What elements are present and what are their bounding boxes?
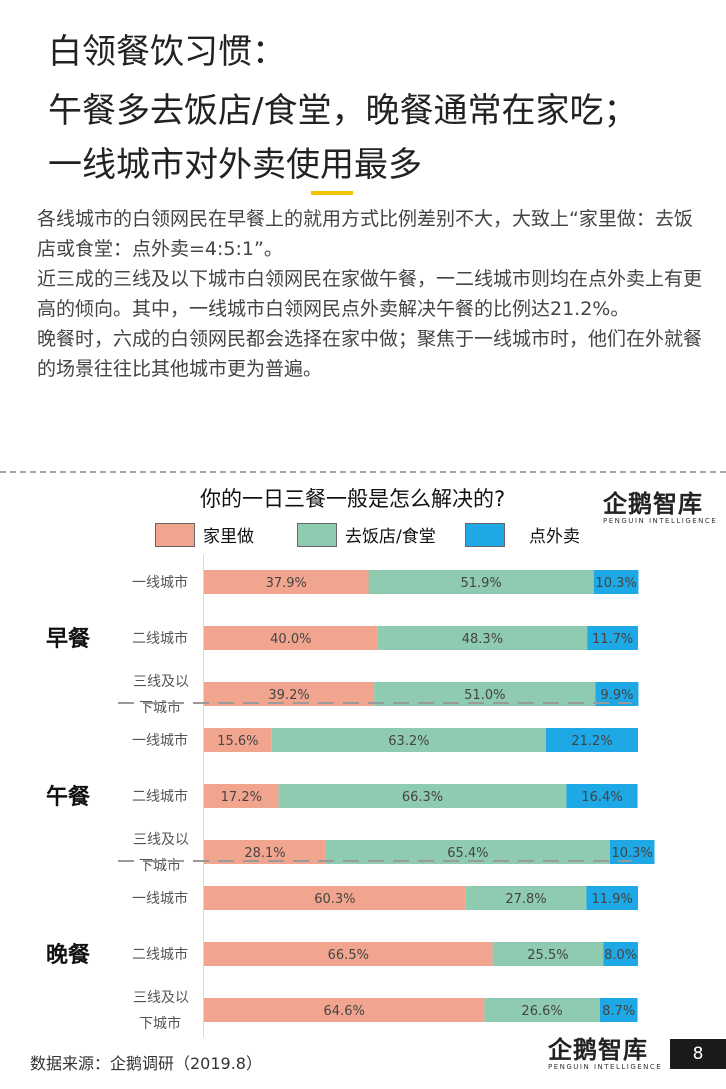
logo-subtext: PENGUIN INTELLIGENCE	[603, 517, 718, 525]
data-label: 11.9%	[592, 892, 633, 907]
row-label: 一线城市	[132, 574, 188, 591]
data-label: 63.2%	[388, 734, 429, 749]
bar-segment-restaurant	[368, 570, 594, 594]
data-label: 66.5%	[328, 948, 369, 963]
data-label: 27.8%	[505, 892, 546, 907]
data-label: 64.6%	[324, 1004, 365, 1019]
meal-group-label: 午餐	[46, 784, 91, 810]
data-label: 11.7%	[592, 632, 633, 647]
data-label: 65.4%	[447, 846, 488, 861]
legend-swatch-home	[155, 522, 195, 547]
row-label: 二线城市	[132, 946, 188, 963]
bar-segment-restaurant	[278, 784, 567, 808]
bar-segment-home	[204, 728, 272, 752]
page-title-line-1: 白领餐饮习惯：	[48, 32, 286, 72]
bar-segment-delivery	[587, 626, 638, 650]
row-label: 二线城市	[132, 630, 188, 647]
bar-segment-home	[204, 784, 279, 808]
chart-title: 你的一日三餐一般是怎么解决的?	[200, 487, 506, 511]
section-divider	[0, 471, 726, 473]
data-label: 16.4%	[581, 790, 622, 805]
summary-paragraph-3: 晚餐时，六成的白领网民都会选择在家中做；聚焦于一线城市时，他们在外就餐的场景往往…	[37, 328, 703, 380]
row-label: 一线城市	[132, 732, 188, 749]
data-label: 37.9%	[266, 576, 307, 591]
chart-legend: 家里做 去饭店/食堂 点外卖	[0, 522, 726, 552]
legend-label-delivery: 点外卖	[529, 527, 580, 547]
logo-text: 企鹅智库	[603, 489, 703, 518]
data-label: 25.5%	[527, 948, 568, 963]
bar-segment-delivery	[566, 784, 638, 808]
summary-text: 各线城市的白领网民在早餐上的就用方式比例差别不大，大致上“家里做：去饭店或食堂：…	[37, 204, 707, 384]
bar-segment-restaurant	[465, 886, 587, 910]
data-label: 10.3%	[611, 846, 652, 861]
stacked-bar-chart: 一线城市 37.9% 51.9% 10.3% 二线城市 40.0% 48.3% 11.7% 三线…	[46, 555, 655, 1037]
data-label: 51.9%	[460, 576, 501, 591]
data-label: 9.9%	[600, 688, 633, 703]
penguin-intelligence-logo: 企鹅智库 PENGUIN INTELLIGENCE	[603, 484, 717, 525]
legend-item-home: 家里做	[155, 522, 254, 547]
data-label: 48.3%	[462, 632, 503, 647]
meal-group-label: 早餐	[46, 627, 91, 652]
page-title-line-3: 一线城市对外卖使用最多	[48, 145, 422, 185]
page-number: 8	[670, 1039, 726, 1069]
row-label: 下城市	[139, 1015, 181, 1032]
data-label: 51.0%	[464, 688, 505, 703]
data-source: 数据来源：企鹅调研（2019.8）	[30, 1054, 262, 1073]
data-label: 28.1%	[244, 846, 285, 861]
title-highlight-underline	[311, 191, 353, 195]
data-label: 40.0%	[270, 632, 311, 647]
bar-segment-delivery	[586, 886, 638, 910]
data-label: 21.2%	[571, 734, 612, 749]
page-title-line-2: 午餐多去饭店/食堂，晚餐通常在家吃；	[48, 91, 638, 131]
bar-segment-home	[204, 942, 493, 966]
bar-segment-home	[204, 998, 485, 1022]
data-label: 15.6%	[217, 734, 258, 749]
bar-segment-home	[204, 886, 466, 910]
bar-segment-restaurant	[377, 626, 588, 650]
data-label: 8.0%	[604, 948, 637, 963]
row-label: 三线及以	[133, 990, 189, 1006]
row-label: 一线城市	[132, 890, 188, 907]
data-label: 17.2%	[221, 790, 262, 805]
legend-swatch-restaurant	[297, 522, 337, 547]
row-label: 下城市	[139, 699, 181, 716]
bar-segment-delivery	[609, 840, 655, 864]
summary-paragraph-1: 各线城市的白领网民在早餐上的就用方式比例差别不大，大致上“家里做：去饭店或食堂：…	[37, 208, 693, 260]
bar-segment-home	[204, 570, 369, 594]
legend-label-home: 家里做	[203, 527, 254, 547]
legend-item-delivery: 点外卖	[465, 522, 580, 547]
bar-segment-restaurant	[492, 942, 604, 966]
bar-segment-restaurant	[271, 728, 546, 752]
bar-segment-home	[204, 626, 378, 650]
legend-item-restaurant: 去饭店/食堂	[297, 522, 436, 547]
logo-footer-text: 企鹅智库	[548, 1035, 648, 1064]
summary-paragraph-2: 近三成的三线及以下城市白领网民在家做午餐，一二线城市则均在点外卖上有更高的倾向。…	[37, 268, 703, 320]
data-label: 26.6%	[521, 1004, 562, 1019]
logo-footer-subtext: PENGUIN INTELLIGENCE	[548, 1063, 663, 1071]
data-label: 8.7%	[602, 1004, 635, 1019]
row-label: 下城市	[139, 857, 181, 874]
data-label: 10.3%	[595, 576, 636, 591]
bar-segment-delivery	[603, 942, 638, 966]
row-label: 三线及以	[133, 832, 189, 848]
meal-group-label: 晚餐	[46, 943, 91, 968]
bar-segment-restaurant	[484, 998, 600, 1022]
bar-segment-delivery	[599, 998, 638, 1022]
row-label: 三线及以	[133, 674, 189, 690]
bar-segment-delivery	[545, 728, 638, 752]
data-label: 66.3%	[402, 790, 443, 805]
row-label: 二线城市	[132, 788, 188, 805]
legend-label-restaurant: 去饭店/食堂	[345, 527, 436, 547]
data-label: 60.3%	[314, 892, 355, 907]
legend-swatch-delivery	[465, 522, 505, 547]
penguin-intelligence-logo-footer: 企鹅智库 PENGUIN INTELLIGENCE	[548, 1030, 662, 1071]
bar-segment-delivery	[593, 570, 639, 594]
data-label: 39.2%	[268, 688, 309, 703]
